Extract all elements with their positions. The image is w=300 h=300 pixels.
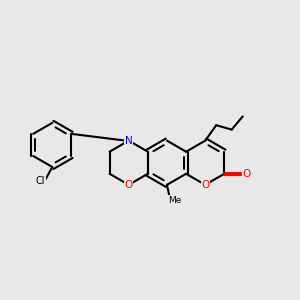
Text: N: N (125, 136, 133, 146)
Text: Cl: Cl (36, 176, 45, 186)
Text: O: O (201, 180, 209, 190)
Text: O: O (242, 169, 250, 179)
Text: Me: Me (168, 196, 182, 205)
Text: O: O (124, 180, 133, 190)
